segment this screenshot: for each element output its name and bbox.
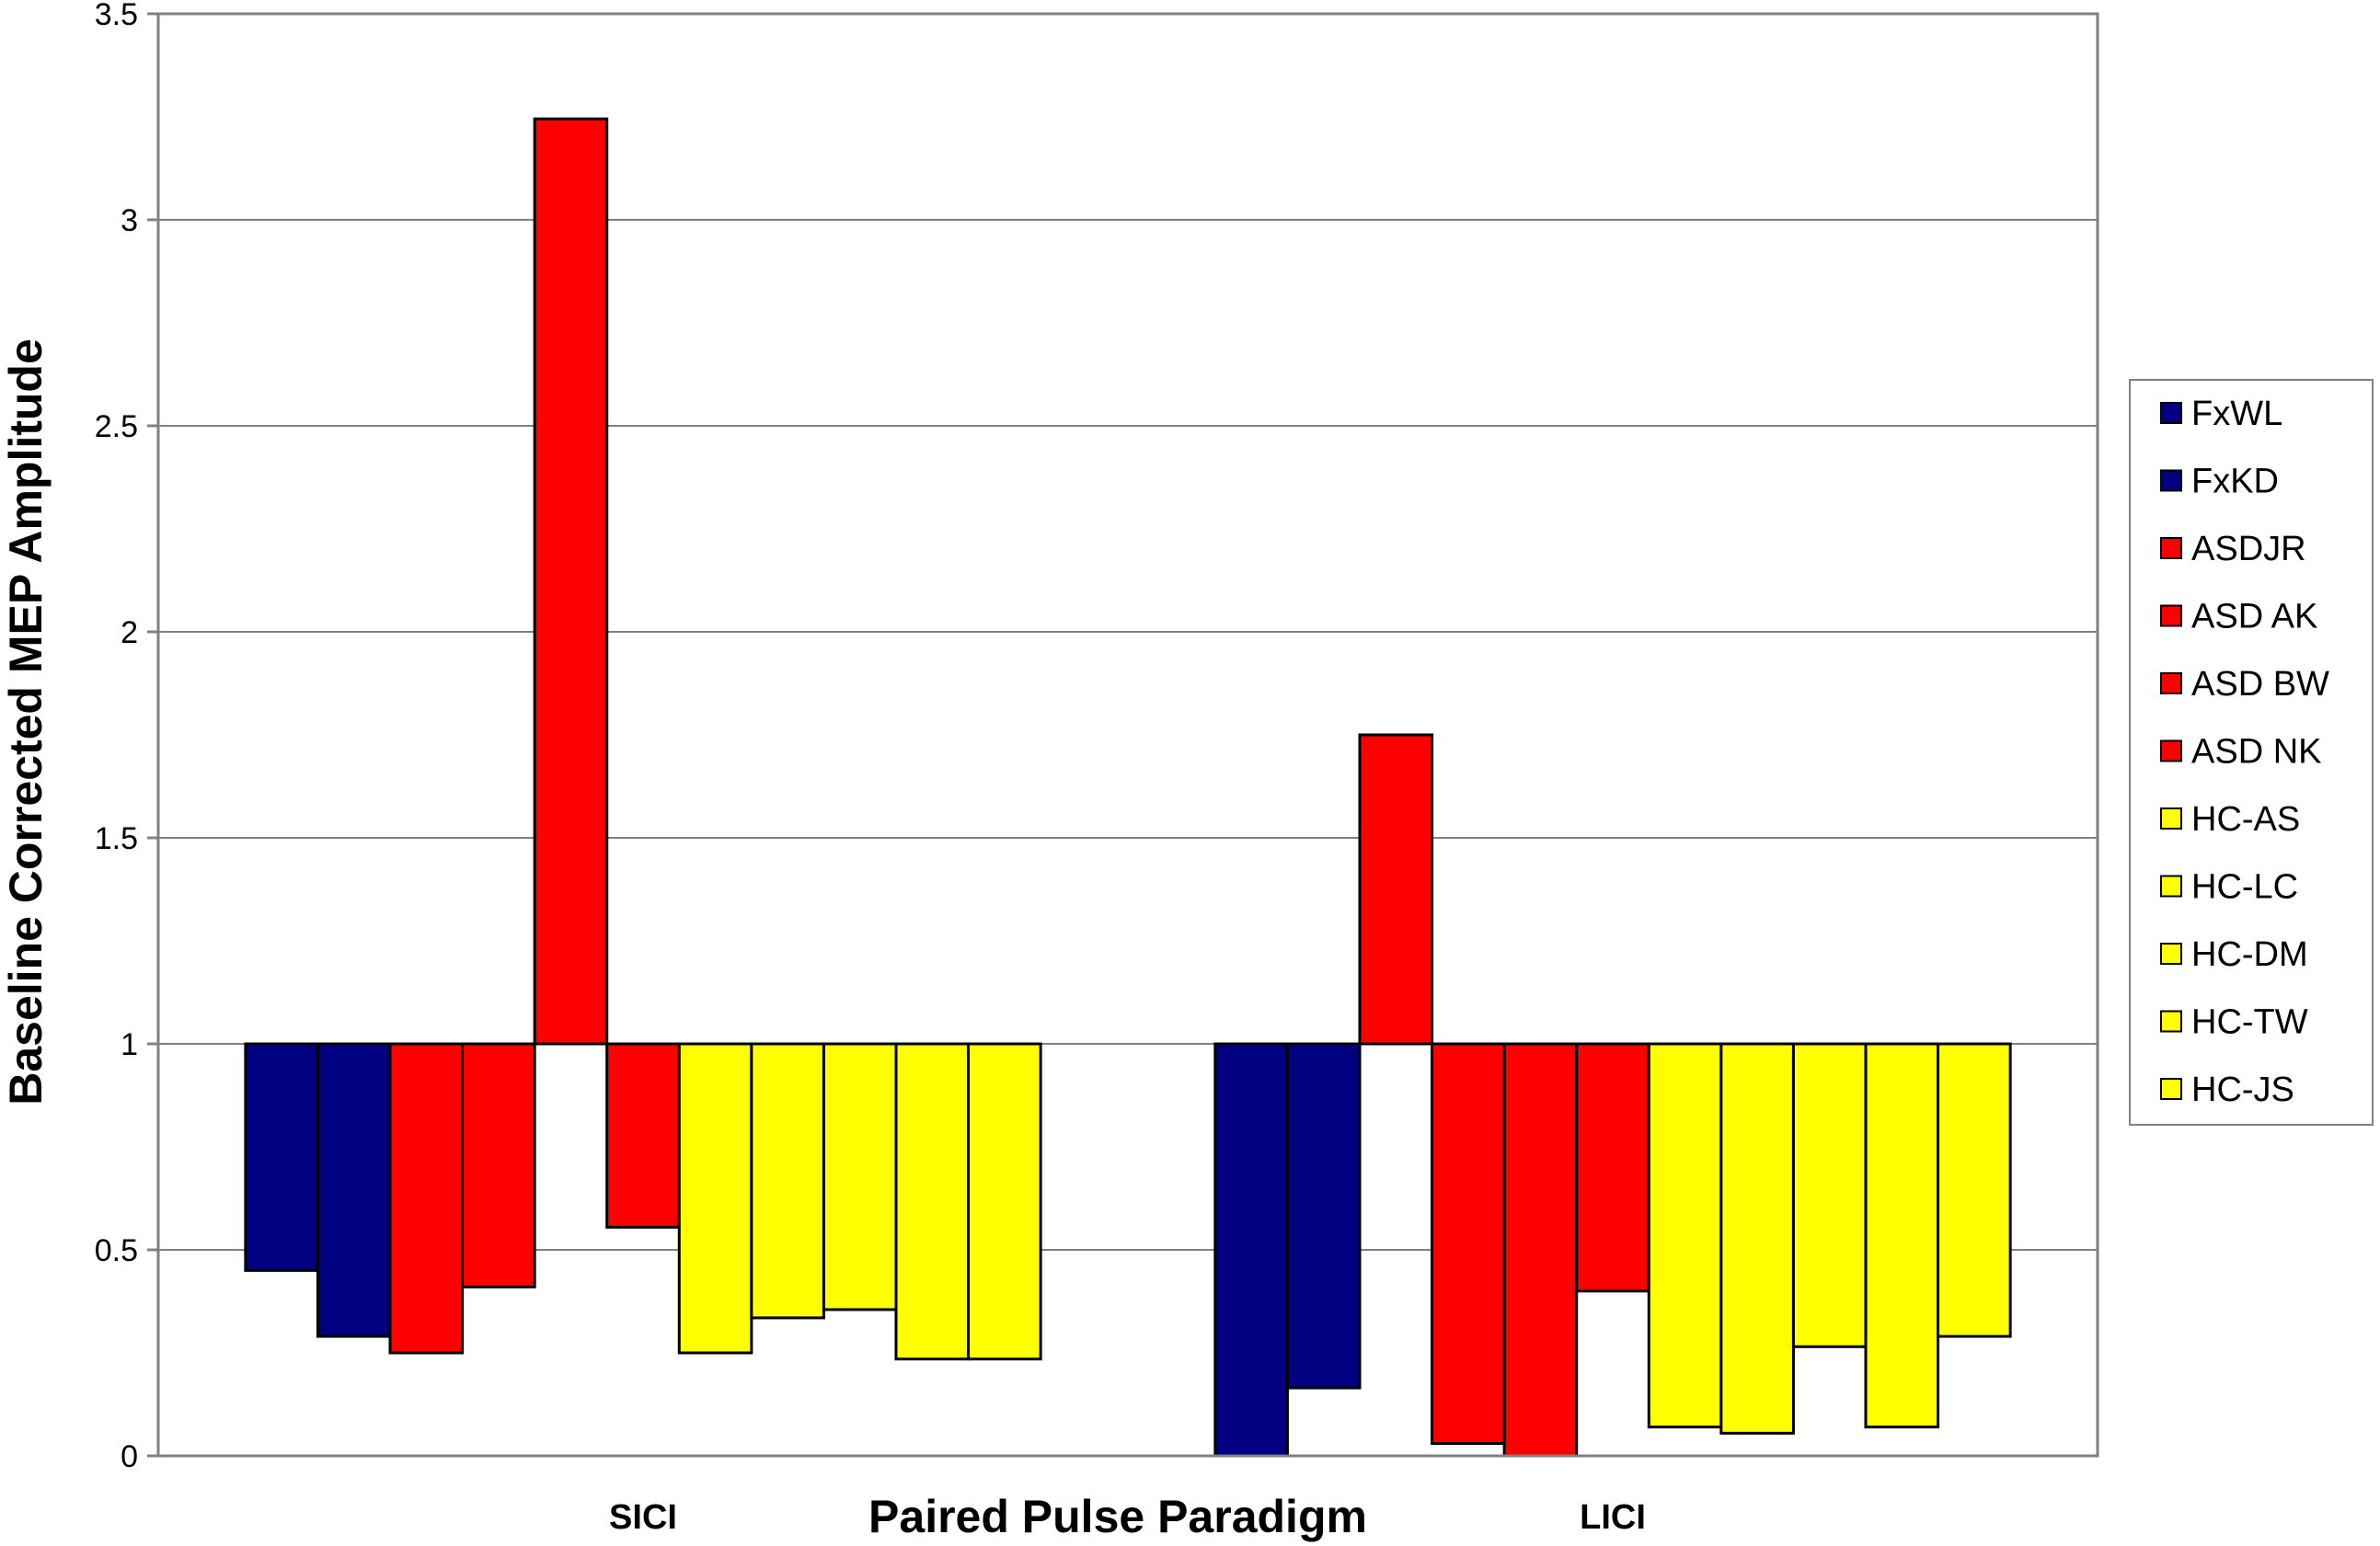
- bar-asd-nk-sici: [605, 1042, 681, 1229]
- legend-swatch: [2160, 875, 2182, 898]
- y-tick-label: 0: [121, 1439, 138, 1474]
- bar-fxkd-sici: [316, 1042, 392, 1338]
- bar-asdjr-sici: [388, 1042, 465, 1355]
- legend-label: HC-JS: [2191, 1071, 2294, 1109]
- y-tick-label: 1: [121, 1027, 138, 1062]
- legend-swatch: [2160, 739, 2182, 762]
- bar-hc-dm-lici: [1791, 1042, 1868, 1348]
- bars: [244, 117, 2012, 1458]
- x-axis-title: Paired Pulse Paradigm: [868, 1491, 1367, 1542]
- legend-swatch: [2160, 807, 2182, 830]
- plot-area-frame: [156, 12, 2099, 1458]
- legend-swatch: [2160, 402, 2182, 424]
- x-category-label: LICI: [1580, 1498, 1646, 1537]
- bar-hc-as-sici: [677, 1042, 753, 1355]
- legend-label: HC-TW: [2191, 1003, 2308, 1042]
- bar-asd-nk-lici: [1575, 1042, 1650, 1293]
- bar-asd-ak-lici: [1431, 1042, 1506, 1446]
- legend-label: FxKD: [2191, 463, 2279, 501]
- legend-label: ASD AK: [2191, 598, 2317, 636]
- legend: FxWL FxKD ASDJR ASD AK ASD BW ASD NK HC-AS HC-L…: [2129, 379, 2374, 1126]
- x-category-label: SICI: [609, 1498, 677, 1537]
- bar-hc-dm-sici: [822, 1042, 898, 1311]
- y-tick-label: 2.5: [95, 409, 138, 444]
- legend-swatch: [2160, 469, 2182, 492]
- bar-hc-js-lici: [1937, 1042, 2012, 1338]
- legend-label: ASD BW: [2191, 665, 2329, 704]
- legend-label: HC-LC: [2191, 868, 2298, 907]
- bar-asdjr-lici: [1358, 733, 1434, 1046]
- legend-swatch: [2160, 1078, 2182, 1100]
- y-tick-label: 1.5: [95, 821, 138, 856]
- legend-swatch: [2160, 943, 2182, 965]
- legend-label: ASDJR: [2191, 530, 2306, 568]
- bar-hc-lc-sici: [750, 1042, 825, 1320]
- legend-swatch: [2160, 604, 2182, 627]
- legend-swatch: [2160, 537, 2182, 559]
- bar-fxwl-sici: [244, 1042, 319, 1272]
- y-tick-label: 3: [121, 203, 138, 238]
- bar-fxwl-lici: [1213, 1042, 1289, 1458]
- y-axis-title: Baseline Corrected MEP Amplitude: [0, 338, 52, 1105]
- legend-swatch: [2160, 1010, 2182, 1033]
- legend-label: HC-AS: [2191, 800, 2300, 839]
- bar-hc-tw-lici: [1864, 1042, 1940, 1429]
- bar-hc-as-lici: [1647, 1042, 1723, 1429]
- bar-asd-bw-sici: [533, 117, 609, 1046]
- y-tick-label: 0.5: [95, 1233, 138, 1268]
- bar-hc-js-sici: [967, 1042, 1042, 1361]
- legend-label: FxWL: [2191, 395, 2282, 433]
- y-tick-label: 3.5: [95, 0, 138, 32]
- legend-swatch: [2160, 672, 2182, 694]
- bar-fxkd-lici: [1285, 1042, 1362, 1390]
- x-axis-categories: SICI LICI: [609, 1498, 1646, 1537]
- y-axis-ticks: 0 0.5 1 1.5 2 2.5 3 3.5: [95, 0, 158, 1474]
- legend-label: ASD NK: [2191, 733, 2321, 772]
- bar-hc-lc-lici: [1719, 1042, 1795, 1435]
- y-tick-label: 2: [121, 615, 138, 650]
- bar-asd-ak-sici: [461, 1042, 536, 1288]
- legend-label: HC-DM: [2191, 935, 2308, 974]
- bar-asd-bw-lici: [1502, 1042, 1579, 1458]
- bar-hc-tw-sici: [894, 1042, 971, 1361]
